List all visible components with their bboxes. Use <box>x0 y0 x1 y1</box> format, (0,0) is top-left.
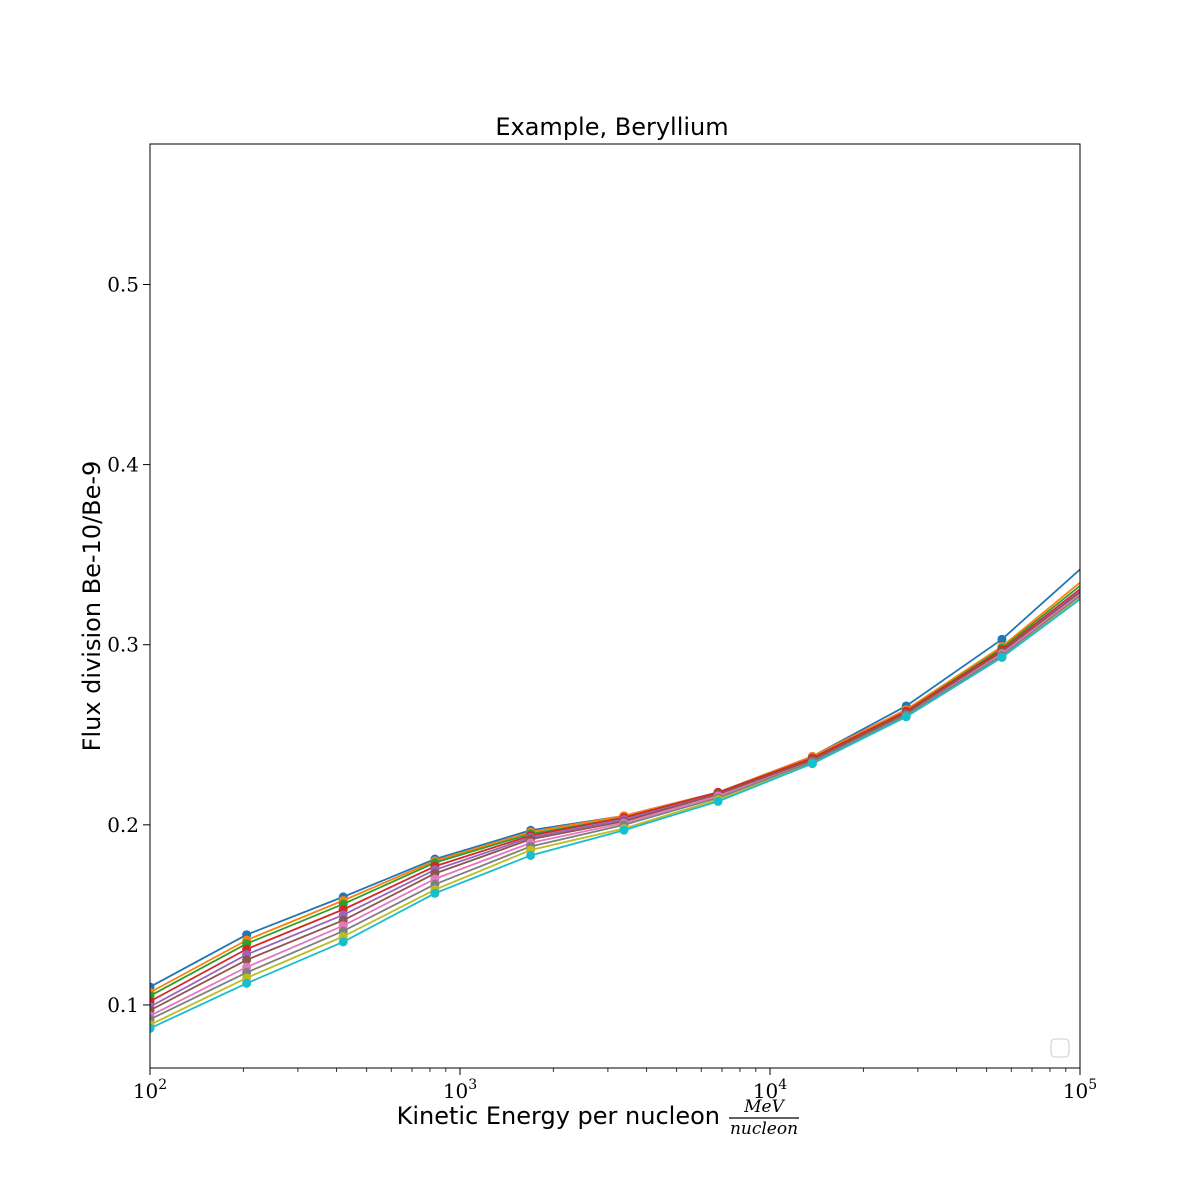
plot-frame <box>149 143 1081 1069</box>
x-tick-label-base: 10 <box>1063 1079 1088 1103</box>
x-tick-label: 104 <box>753 1077 787 1103</box>
y-tick-label: 0.4 <box>107 453 139 477</box>
data-point <box>713 796 723 806</box>
x-axis-label-text: Kinetic Energy per nucleon <box>397 1102 720 1130</box>
data-point <box>997 652 1007 662</box>
x-tick-label-exponent: 3 <box>468 1077 477 1093</box>
x-tick-label-base: 10 <box>443 1079 468 1103</box>
x-tick-label-exponent: 4 <box>778 1077 787 1093</box>
data-point <box>807 759 817 769</box>
data-point <box>150 1023 155 1033</box>
x-axis-unit-numerator: MeV <box>743 1097 785 1117</box>
x-tick-label-base: 10 <box>133 1079 158 1103</box>
data-point <box>901 712 911 722</box>
x-tick-label-exponent: 5 <box>1088 1077 1097 1093</box>
y-tick-label: 0.2 <box>107 813 139 837</box>
data-point <box>242 955 252 965</box>
legend-box <box>1050 1038 1070 1058</box>
x-axis-label: Kinetic Energy per nucleon MeV nucleon <box>397 1097 799 1139</box>
x-tick-label-base: 10 <box>753 1079 778 1103</box>
x-tick-label: 103 <box>443 1077 477 1103</box>
data-point <box>338 937 348 947</box>
y-tick-label: 0.5 <box>107 272 139 296</box>
series-10 <box>150 598 1080 1033</box>
y-axis-label: Flux division Be-10/Be-9 <box>78 461 106 752</box>
chart-title: Example, Beryllium <box>495 113 728 141</box>
data-point <box>430 888 440 898</box>
x-tick-label-exponent: 2 <box>158 1077 167 1093</box>
x-tick-label: 102 <box>133 1077 167 1103</box>
x-tick-label: 105 <box>1063 1077 1097 1103</box>
x-axis-unit-denominator: nucleon <box>730 1119 798 1139</box>
data-point <box>619 825 629 835</box>
y-tick-label: 0.3 <box>107 633 139 657</box>
y-tick-label: 0.1 <box>107 993 139 1017</box>
data-point <box>997 634 1007 644</box>
data-point <box>526 850 536 860</box>
series-layer <box>150 568 1080 1033</box>
data-point <box>242 978 252 988</box>
